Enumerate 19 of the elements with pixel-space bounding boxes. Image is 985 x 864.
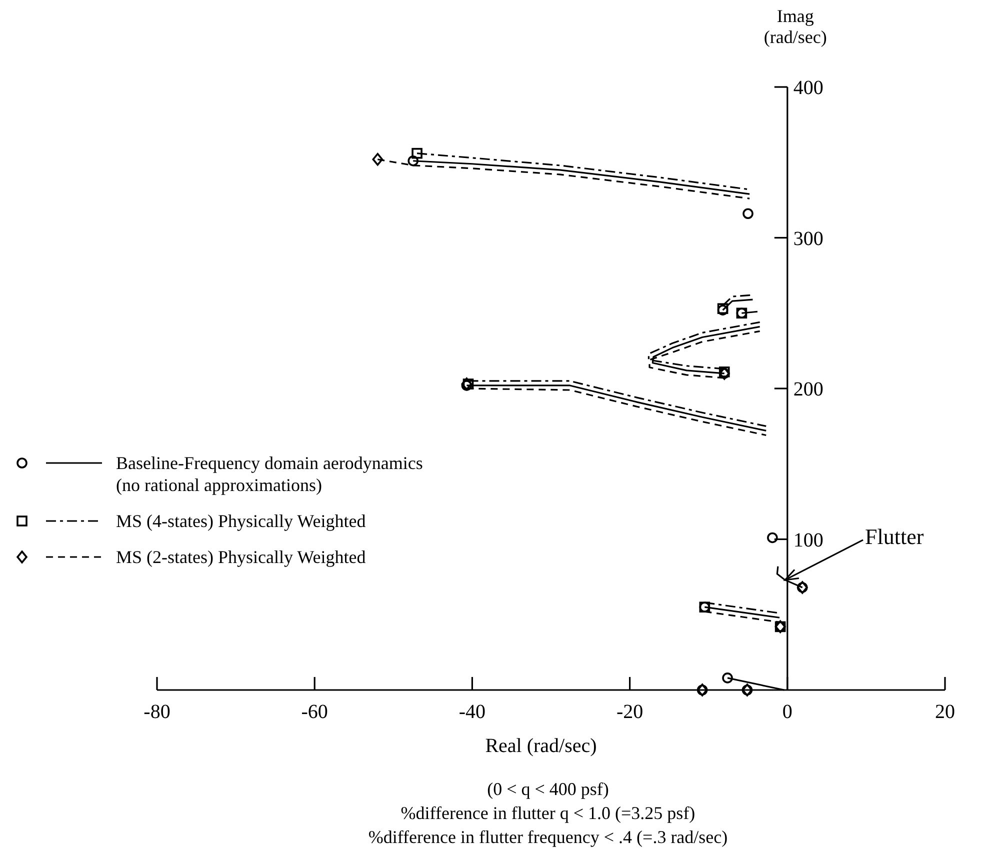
- y-axis-title: Imag (rad/sec): [764, 6, 827, 47]
- x-tick-label: -60: [301, 701, 328, 723]
- x-tick-label: 0: [782, 701, 792, 723]
- x-axis-title: Real (rad/sec): [485, 735, 597, 757]
- legend-label: MS (4-states) Physically Weighted: [116, 511, 366, 531]
- y-tick-label: 100: [793, 529, 824, 552]
- text: %difference in flutter frequency < .4 (=.3 rad/sec): [368, 827, 728, 847]
- legend-label: MS (2-states) Physically Weighted: [116, 547, 366, 567]
- x-tick-label: -40: [458, 701, 486, 723]
- text: (0 < q < 400 psf): [487, 779, 609, 799]
- x-tick-label: -20: [616, 701, 644, 723]
- x-tick-label: -80: [144, 701, 170, 723]
- y-tick-label: 300: [793, 228, 824, 250]
- annotation: Flutter: [865, 524, 924, 549]
- x-tick-label: 20: [935, 701, 955, 723]
- y-tick-label: 400: [793, 77, 824, 99]
- legend-label: Baseline-Frequency domain aerodynamics (no rational approximations): [116, 453, 423, 495]
- y-tick-label: 200: [793, 378, 824, 400]
- text: %difference in flutter q < 1.0 (=3.25 psf): [400, 803, 696, 823]
